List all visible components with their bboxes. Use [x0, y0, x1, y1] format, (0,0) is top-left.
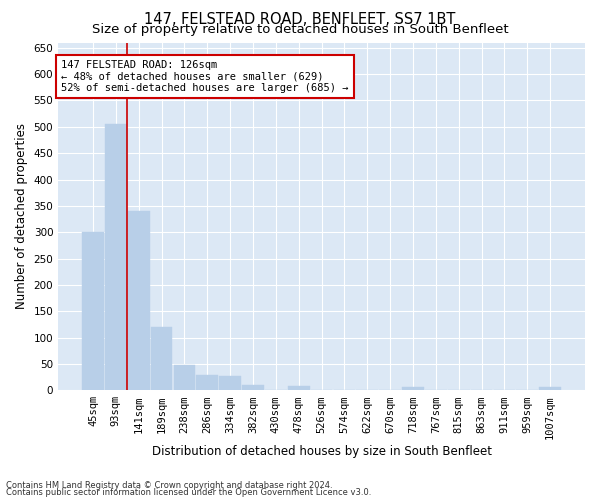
Bar — [219, 376, 241, 390]
Text: Contains HM Land Registry data © Crown copyright and database right 2024.: Contains HM Land Registry data © Crown c… — [6, 480, 332, 490]
Text: Size of property relative to detached houses in South Benfleet: Size of property relative to detached ho… — [92, 22, 508, 36]
Text: 147, FELSTEAD ROAD, BENFLEET, SS7 1BT: 147, FELSTEAD ROAD, BENFLEET, SS7 1BT — [145, 12, 455, 28]
Y-axis label: Number of detached properties: Number of detached properties — [15, 124, 28, 310]
Bar — [105, 124, 127, 390]
Bar — [288, 386, 310, 390]
X-axis label: Distribution of detached houses by size in South Benfleet: Distribution of detached houses by size … — [152, 444, 491, 458]
Bar — [151, 327, 172, 390]
Text: 147 FELSTEAD ROAD: 126sqm
← 48% of detached houses are smaller (629)
52% of semi: 147 FELSTEAD ROAD: 126sqm ← 48% of detac… — [61, 60, 349, 93]
Bar — [196, 374, 218, 390]
Bar — [402, 386, 424, 390]
Bar — [242, 385, 264, 390]
Text: Contains public sector information licensed under the Open Government Licence v3: Contains public sector information licen… — [6, 488, 371, 497]
Bar — [82, 232, 104, 390]
Bar — [173, 365, 195, 390]
Bar — [539, 386, 561, 390]
Bar — [128, 211, 149, 390]
